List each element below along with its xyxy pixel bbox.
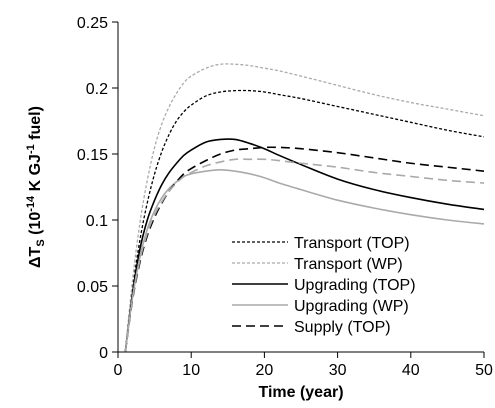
series-layer <box>124 63 485 353</box>
y-tick-label: 0.2 <box>86 81 108 98</box>
y-title-mid: K GJ <box>27 154 44 196</box>
legend-label: Transport (WP) <box>294 256 403 273</box>
series-line-6 <box>124 158 485 353</box>
series-line-3 <box>124 138 485 353</box>
x-tick-label: 50 <box>475 362 493 379</box>
legend-label: Upgrading (WP) <box>294 298 409 315</box>
y-tick-label: 0.25 <box>77 15 108 32</box>
series-line-4 <box>124 169 485 353</box>
x-tick-label: 0 <box>114 362 123 379</box>
x-tick-label: 20 <box>256 362 274 379</box>
y-title-exp2: -1 <box>25 144 37 154</box>
y-title-exp1: -14 <box>25 195 37 212</box>
y-axis-title: ΔTS (10-14 K GJ-1 fuel) <box>25 106 47 268</box>
y-tick-label: 0.1 <box>86 213 108 230</box>
legend: Transport (TOP) Transport (WP) Upgrading (… <box>232 235 416 336</box>
ticks-layer: 0 0.05 0.1 0.15 0.2 0.25 0 10 20 30 40 50 <box>77 15 493 379</box>
y-title-sub: S <box>35 239 47 246</box>
series-line-2 <box>124 63 485 353</box>
y-title-close: fuel) <box>27 106 44 144</box>
legend-label: Supply (TOP) <box>294 319 391 336</box>
y-title-t: T <box>27 246 44 256</box>
x-axis-title: Time (year) <box>258 384 343 401</box>
x-tick-label: 30 <box>329 362 347 379</box>
y-title-delta: Δ <box>27 256 44 268</box>
x-tick-label: 10 <box>182 362 200 379</box>
series-line-1 <box>124 89 485 353</box>
y-tick-label: 0.05 <box>77 279 108 296</box>
x-tick-label: 40 <box>402 362 420 379</box>
y-title-open: (10 <box>27 212 44 240</box>
legend-label: Transport (TOP) <box>294 235 410 252</box>
legend-label: Upgrading (TOP) <box>294 277 416 294</box>
series-line-5 <box>124 146 485 353</box>
y-tick-label: 0 <box>99 345 108 362</box>
y-tick-label: 0.15 <box>77 147 108 164</box>
axes-layer <box>117 22 484 353</box>
